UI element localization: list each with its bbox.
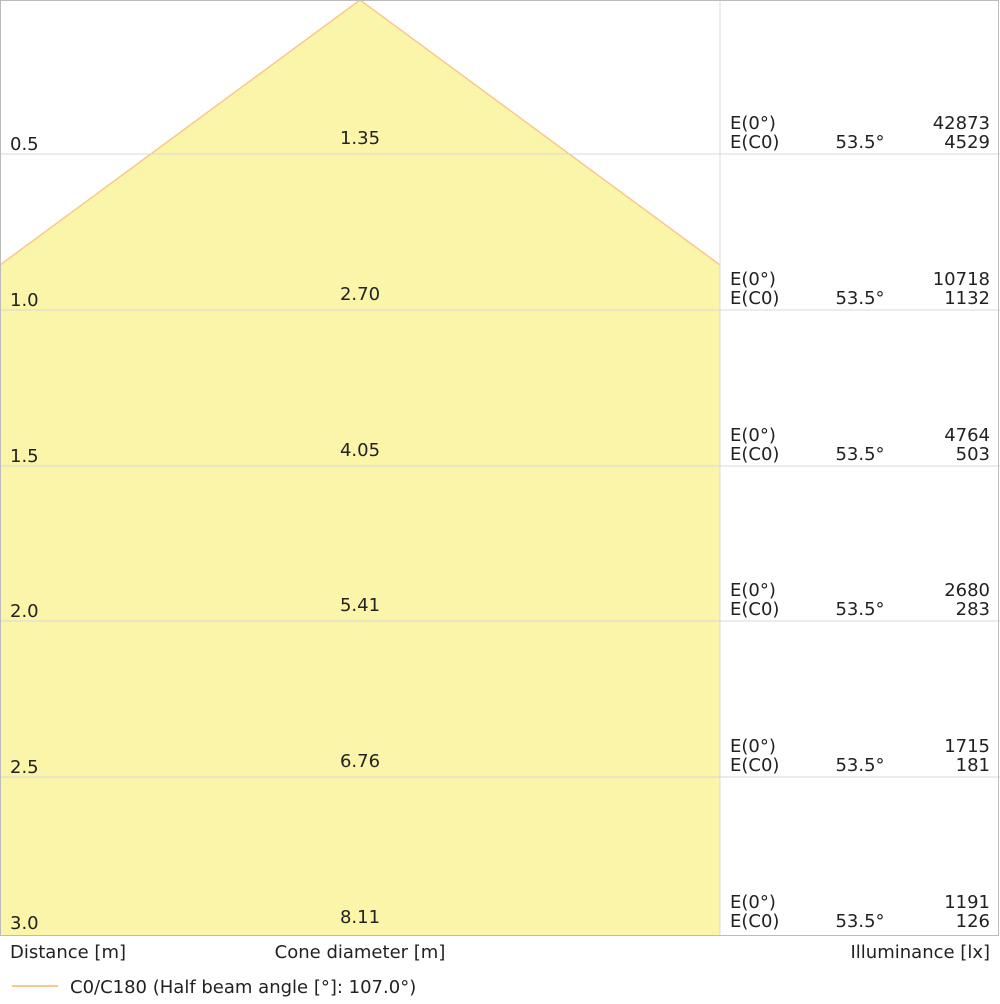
e0-value: 1191: [944, 892, 990, 913]
distance-label: 2.0: [10, 601, 39, 622]
cone-diameter-label: 4.05: [340, 440, 380, 461]
half-angle-label: 53.5°: [835, 911, 884, 932]
distance-label: 1.5: [10, 446, 39, 467]
ec0-label: E(C0): [730, 599, 779, 620]
distance-label: 0.5: [10, 134, 39, 155]
ec0-value: 1132: [944, 288, 990, 309]
e0-label: E(0°): [730, 736, 776, 757]
ec0-value: 4529: [944, 132, 990, 153]
half-angle-label: 53.5°: [835, 444, 884, 465]
half-angle-label: 53.5°: [835, 599, 884, 620]
ec0-value: 283: [956, 599, 990, 620]
cone-edge-line: [0, 0, 721, 266]
ec0-value: 181: [956, 755, 990, 776]
cone-diameter-label: 2.70: [340, 284, 380, 305]
distance-label: 2.5: [10, 757, 39, 778]
half-angle-label: 53.5°: [835, 755, 884, 776]
e0-label: E(0°): [730, 113, 776, 134]
distance-label: 3.0: [10, 913, 39, 934]
ec0-label: E(C0): [730, 288, 779, 309]
ec0-label: E(C0): [730, 911, 779, 932]
ec0-label: E(C0): [730, 132, 779, 153]
e0-label: E(0°): [730, 892, 776, 913]
distance-axis-label: Distance [m]: [10, 942, 126, 963]
e0-label: E(0°): [730, 269, 776, 290]
cone-area: [0, 0, 720, 935]
e0-label: E(0°): [730, 580, 776, 601]
ec0-value: 503: [956, 444, 990, 465]
cone-diameter-label: 6.76: [340, 751, 380, 772]
ec0-value: 126: [956, 911, 990, 932]
half-angle-label: 53.5°: [835, 288, 884, 309]
e0-label: E(0°): [730, 425, 776, 446]
half-angle-label: 53.5°: [835, 132, 884, 153]
cone-diameter-label: 1.35: [340, 128, 380, 149]
e0-value: 10718: [933, 269, 990, 290]
legend-label: C0/C180 (Half beam angle [°]: 107.0°): [70, 977, 416, 998]
ec0-label: E(C0): [730, 755, 779, 776]
e0-value: 42873: [933, 113, 990, 134]
e0-value: 4764: [944, 425, 990, 446]
illuminance-axis-label: Illuminance [lx]: [851, 942, 991, 963]
chart-frame: [0, 0, 999, 936]
cone-axis-label: Cone diameter [m]: [275, 942, 446, 963]
e0-value: 2680: [944, 580, 990, 601]
distance-label: 1.0: [10, 290, 39, 311]
cone-diameter-label: 8.11: [340, 907, 380, 928]
ec0-label: E(C0): [730, 444, 779, 465]
e0-value: 1715: [944, 736, 990, 757]
cone-diameter-label: 5.41: [340, 595, 380, 616]
